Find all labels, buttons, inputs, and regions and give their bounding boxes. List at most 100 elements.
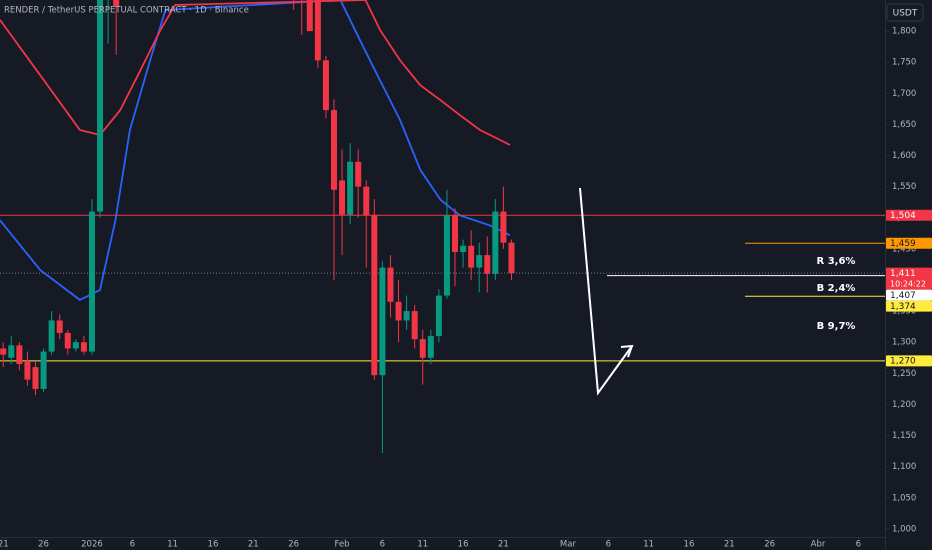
x-tick-label: 26 xyxy=(288,540,299,550)
annotation: B 2,4% xyxy=(817,283,856,294)
price-tag xyxy=(886,300,932,312)
candle-body xyxy=(403,311,410,321)
candle-body xyxy=(492,211,499,274)
price-tag xyxy=(886,209,932,221)
x-tick-label: 16 xyxy=(684,540,695,550)
candle-body xyxy=(468,245,475,268)
y-tick-label: 1,800 xyxy=(892,27,916,37)
x-tick-label: 11 xyxy=(167,540,178,550)
candle-body xyxy=(48,320,55,352)
candle-body xyxy=(476,255,483,268)
x-tick-label: 11 xyxy=(643,540,654,550)
price-tag-label: 1,411 xyxy=(890,269,916,279)
x-tick-label: Abr xyxy=(811,540,826,550)
y-tick-label: 1,000 xyxy=(892,524,916,534)
candle-body xyxy=(419,339,426,358)
candle-body xyxy=(322,60,329,111)
candle-body xyxy=(347,161,354,215)
y-tick-label: 1,050 xyxy=(892,493,916,503)
candle-body xyxy=(460,245,467,253)
candle-body xyxy=(363,186,370,216)
x-tick-label: 21 xyxy=(0,540,9,550)
annotation: B 9,7% xyxy=(817,321,856,332)
candle-body xyxy=(371,215,378,376)
candle-body xyxy=(306,0,313,32)
overlay: R 3,6% B 2,4% B 9,7% xyxy=(579,187,856,396)
price-tag-label: 1,407 xyxy=(890,291,916,301)
price-tag xyxy=(886,267,932,290)
candle-body xyxy=(387,267,394,302)
x-tick-label: 21 xyxy=(724,540,735,550)
candle-body xyxy=(40,351,47,389)
drawn-arrow xyxy=(579,187,633,396)
chart-title: RENDER / TetherUS PERPETUAL CONTRACT · 1… xyxy=(4,6,249,16)
y-tick-label: 1,100 xyxy=(892,462,916,472)
x-tick-label: 26 xyxy=(38,540,49,550)
y-tick-label: 1,450 xyxy=(892,244,916,254)
plot-area xyxy=(0,0,885,453)
price-tag-label: 1,374 xyxy=(890,302,916,312)
candle-body xyxy=(72,342,79,349)
candle-body xyxy=(411,311,418,340)
y-tick-label: 1,550 xyxy=(892,182,916,192)
x-tick-label: 16 xyxy=(208,540,219,550)
candle-body xyxy=(56,320,63,333)
x-tick-label: Mar xyxy=(560,540,577,550)
x-tick-label: 6 xyxy=(856,540,861,550)
candle-body xyxy=(16,345,23,365)
currency-label[interactable]: USDT xyxy=(893,9,918,19)
candle-body xyxy=(32,367,39,389)
candle-body xyxy=(339,180,346,215)
candle-body xyxy=(64,332,71,349)
candle-body xyxy=(484,255,491,274)
candle-body xyxy=(395,301,402,321)
candle-body xyxy=(443,215,450,296)
price-tag xyxy=(886,355,932,367)
x-tick-label: 16 xyxy=(458,540,469,550)
candle-body xyxy=(379,267,386,376)
x-tick-label: 21 xyxy=(248,540,259,550)
candle-body xyxy=(8,345,15,358)
candle-body xyxy=(97,0,104,212)
candle-body xyxy=(314,0,321,61)
price-tag-label: 1,504 xyxy=(890,211,916,221)
x-tick-label: 26 xyxy=(764,540,775,550)
y-tick-label: 1,600 xyxy=(892,151,916,161)
y-tick-label: 1,250 xyxy=(892,369,916,379)
candle-body xyxy=(355,161,362,187)
x-tick-label: 21 xyxy=(498,540,509,550)
currency-box[interactable] xyxy=(886,3,924,22)
candle-body xyxy=(88,211,95,352)
x-tick-label: 6 xyxy=(380,540,385,550)
moving-average xyxy=(0,0,511,146)
candle-body xyxy=(500,211,507,243)
candle-body xyxy=(80,342,87,352)
x-tick-label: Feb xyxy=(335,540,350,550)
y-tick-label: 1,750 xyxy=(892,58,916,68)
y-tick-label: 1,650 xyxy=(892,120,916,130)
y-tick-label: 1,200 xyxy=(892,400,916,410)
candle-body xyxy=(330,110,337,190)
candle-body xyxy=(24,360,31,380)
price-tag xyxy=(886,237,932,249)
price-tag-label: 1,270 xyxy=(890,357,916,367)
x-tick-label: 2026 xyxy=(81,540,103,550)
candle-body xyxy=(0,348,7,355)
y-tick-label: 1,300 xyxy=(892,338,916,348)
annotation: R 3,6% xyxy=(817,256,856,267)
arrow-head xyxy=(620,344,634,358)
price-tag xyxy=(886,289,932,301)
candle-body xyxy=(113,0,120,7)
x-tick-label: 11 xyxy=(417,540,428,550)
candle-body xyxy=(427,336,434,358)
x-tick-label: 6 xyxy=(606,540,611,550)
candle-body xyxy=(435,295,442,337)
y-tick-label: 1,150 xyxy=(892,431,916,441)
price-tag-label: 1,459 xyxy=(890,239,916,249)
candle-body xyxy=(452,215,459,253)
candle-body xyxy=(508,242,515,274)
countdown-label: 10:24:22 xyxy=(890,280,926,289)
y-tick-label: 1,700 xyxy=(892,89,916,99)
